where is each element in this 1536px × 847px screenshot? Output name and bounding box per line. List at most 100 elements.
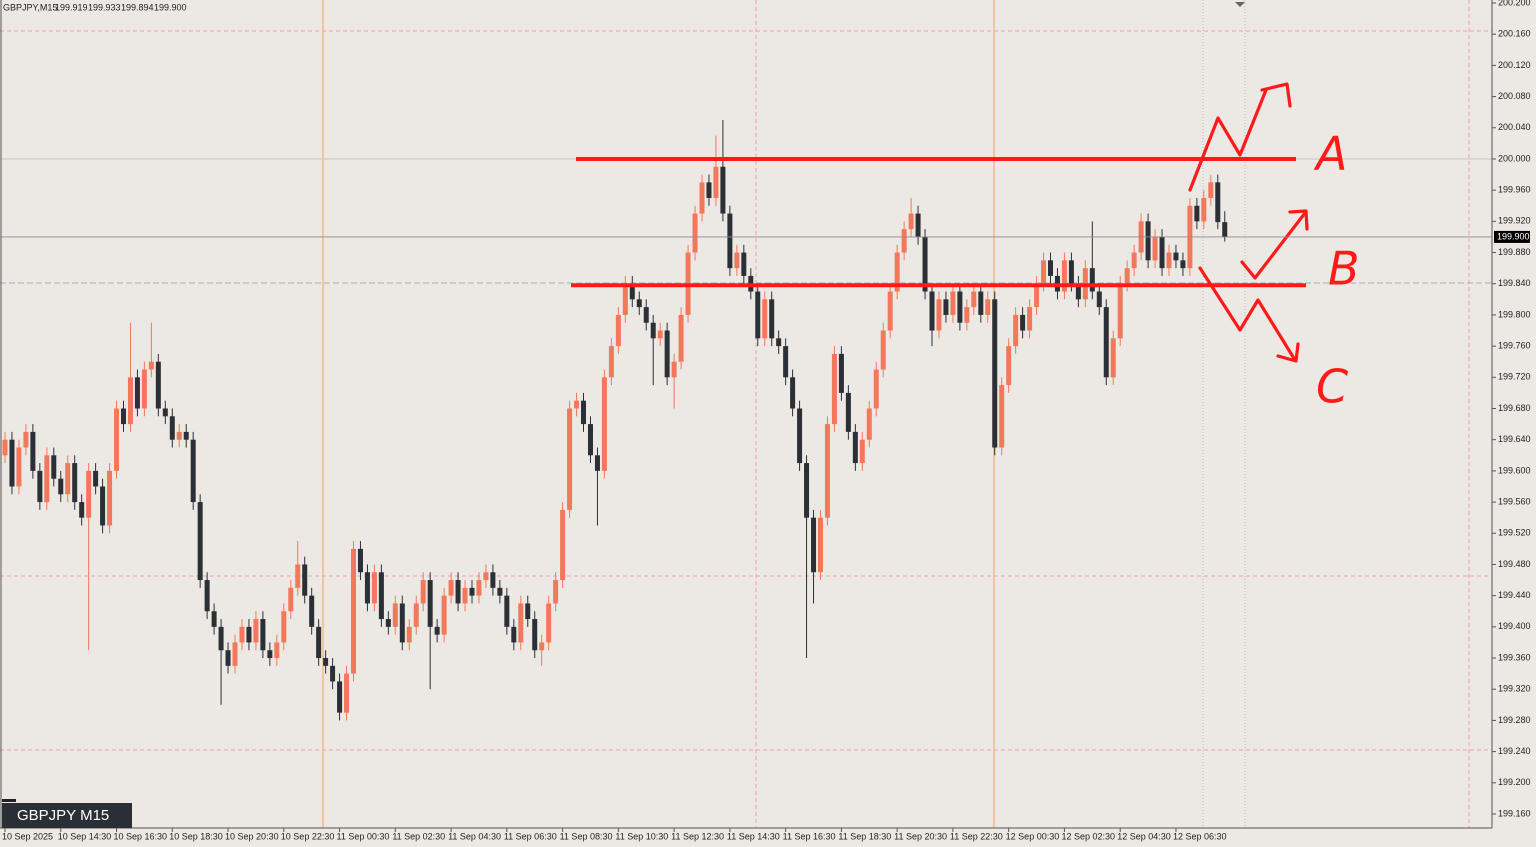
candle-body (107, 470, 113, 526)
y-tick-label: 199.760 (1498, 340, 1531, 350)
candle-body (1166, 252, 1172, 269)
candle-body (427, 580, 433, 627)
candle-body (845, 392, 851, 432)
candle-body (873, 369, 879, 409)
candle-body (399, 603, 405, 643)
y-tick-label: 199.840 (1498, 278, 1531, 288)
candle-body (783, 346, 789, 378)
candle-body (497, 587, 503, 596)
scenario-label: A (1313, 127, 1347, 181)
hand-drawing (1188, 82, 1309, 363)
candle-body (838, 353, 844, 393)
candle-body (1013, 314, 1019, 347)
candle-body (804, 463, 810, 518)
candle-body (86, 470, 92, 518)
candle-body (880, 330, 886, 370)
x-tick-label: 11 Sep 02:30 (392, 831, 445, 841)
bid-tag-label: 199.900 (1497, 231, 1530, 241)
candle-body (859, 439, 865, 464)
candle-body (560, 509, 566, 581)
arrow-up (1188, 88, 1268, 192)
x-tick-label: 10 Sep 20:30 (225, 831, 279, 841)
candle-body (629, 283, 635, 300)
candle-body (1152, 236, 1158, 261)
candle-body (887, 291, 893, 331)
x-tick-label: 10 Sep 2025 (2, 831, 53, 841)
badge-notch (2, 799, 16, 802)
candle-body (1117, 283, 1123, 339)
candle-body (1089, 268, 1095, 292)
arrow-down (1198, 266, 1297, 362)
y-tick-label: 199.800 (1498, 309, 1531, 319)
candle-body (1124, 268, 1130, 284)
candle-body (950, 291, 956, 315)
candle-body (176, 431, 182, 440)
candle-body (699, 182, 705, 214)
candle-body (441, 595, 447, 635)
y-tick-label: 200.120 (1498, 60, 1531, 70)
candle-body (1131, 252, 1137, 269)
candle-body (622, 283, 628, 315)
candle-body (608, 346, 614, 378)
candle-body (100, 486, 106, 526)
candle-body (420, 580, 426, 604)
x-tick-label: 11 Sep 16:30 (783, 831, 836, 841)
candle-body (1075, 283, 1081, 300)
candle-body (713, 166, 719, 198)
candle-body (636, 299, 642, 308)
x-tick-label: 11 Sep 06:30 (504, 831, 557, 841)
candle-body (692, 213, 698, 253)
candle-body (1096, 291, 1102, 308)
y-tick-label: 200.200 (1498, 0, 1531, 7)
candle-body (309, 595, 315, 627)
candle-body (316, 626, 322, 659)
candle-body (406, 626, 412, 643)
candle-body (246, 626, 252, 643)
candle-body (72, 463, 78, 503)
candle-body (817, 517, 823, 573)
candle-body (295, 564, 301, 588)
candle-body (532, 619, 538, 651)
candle-body (385, 619, 391, 627)
y-tick-label: 199.880 (1498, 247, 1531, 257)
x-tick-label: 11 Sep 08:30 (560, 831, 613, 841)
candle-body (448, 580, 454, 596)
candle-body (93, 470, 99, 487)
candle-body (894, 252, 900, 292)
candle-body (574, 400, 580, 409)
candle-body (253, 619, 259, 643)
candle-body (65, 463, 71, 495)
candle-body (720, 166, 726, 214)
ohlc-low: 199.894 (121, 2, 154, 12)
candle-body (741, 252, 747, 276)
candle-body (678, 314, 684, 362)
candle-body (58, 478, 64, 495)
x-tick-label: 11 Sep 04:30 (448, 831, 501, 841)
candle-body (148, 361, 154, 370)
candle-body (978, 291, 984, 315)
candle-body (1145, 221, 1151, 261)
candle-body (267, 650, 273, 659)
candle-body (901, 229, 907, 253)
candle-body (16, 447, 22, 487)
candle-body (908, 213, 914, 230)
candle-body (539, 642, 545, 651)
candle-body (413, 603, 419, 627)
candle-body (999, 385, 1005, 448)
candle-body (601, 377, 607, 471)
ohlc-close: 199.900 (154, 2, 187, 12)
candle-body (211, 611, 217, 627)
candle-body (525, 603, 531, 620)
candle-body (581, 400, 587, 425)
x-tick-label: 11 Sep 22:30 (950, 831, 1003, 841)
y-tick-label: 200.000 (1498, 153, 1531, 163)
candle-body (364, 572, 370, 604)
candle-body (378, 572, 384, 620)
candle-body (1027, 307, 1033, 331)
candle-body (239, 626, 245, 643)
arrow-head (1288, 209, 1309, 231)
candle-body (824, 424, 830, 518)
candle-body (992, 299, 998, 448)
y-tick-label: 199.360 (1498, 652, 1531, 662)
